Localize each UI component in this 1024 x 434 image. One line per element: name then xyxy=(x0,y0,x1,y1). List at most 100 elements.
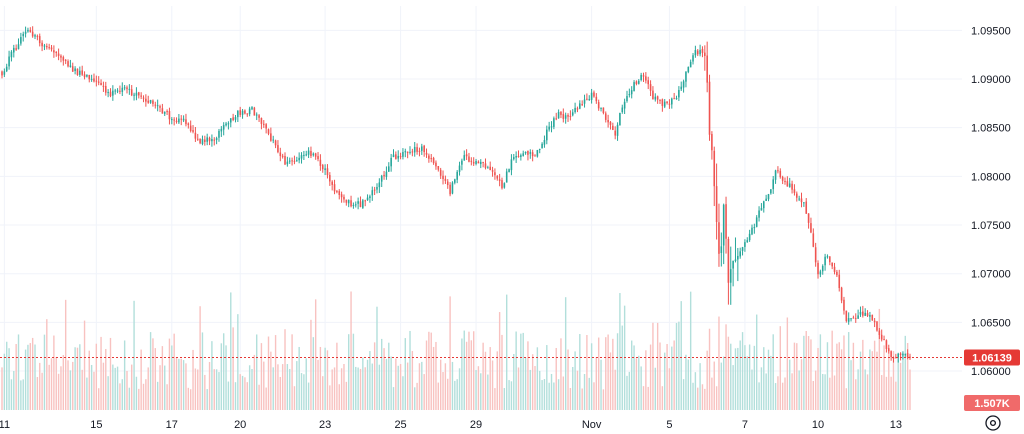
volume-bar xyxy=(539,370,541,410)
candle-body xyxy=(883,339,885,341)
candle-body xyxy=(472,161,475,164)
candle-body xyxy=(288,160,291,162)
candle-body xyxy=(69,65,72,68)
candle-body xyxy=(1,71,3,76)
volume-bar xyxy=(706,350,708,410)
x-tick-label: 25 xyxy=(394,419,406,431)
volume-bar xyxy=(164,365,166,410)
candle-body xyxy=(720,246,723,253)
candle-body xyxy=(192,130,194,132)
volume-bar xyxy=(777,376,779,410)
volume-bar xyxy=(647,386,649,410)
x-tick-label: 29 xyxy=(470,419,482,431)
candle-body xyxy=(706,55,708,83)
candle-body xyxy=(74,68,76,71)
candle-body xyxy=(503,183,506,188)
candle-body xyxy=(791,183,793,190)
candle-body xyxy=(298,157,300,161)
volume-bar xyxy=(579,334,581,410)
candle-body xyxy=(479,161,482,165)
volume-bar xyxy=(173,333,175,410)
volume-bar xyxy=(411,351,414,410)
candle-body xyxy=(734,259,737,262)
candle-body xyxy=(770,189,772,194)
candle-body xyxy=(682,81,685,88)
volume-bar xyxy=(230,292,232,410)
volume-bar xyxy=(534,366,536,410)
volume-bar xyxy=(385,358,388,410)
volume-bar xyxy=(859,351,862,410)
volume-bar xyxy=(428,331,430,410)
candle-body xyxy=(319,159,322,166)
candle-body xyxy=(637,80,640,84)
candle-body xyxy=(451,182,454,194)
volume-bar xyxy=(439,359,442,410)
x-tick-label: 20 xyxy=(234,419,246,431)
volume-bar xyxy=(366,359,369,410)
candle-body xyxy=(729,269,732,283)
candle-body xyxy=(446,181,449,186)
volume-bar xyxy=(109,337,112,410)
candle-body xyxy=(225,123,227,126)
volume-bar xyxy=(588,377,590,410)
volume-bar xyxy=(607,334,609,410)
volume-bar xyxy=(352,333,355,410)
candle-body xyxy=(810,223,812,233)
candle-body xyxy=(494,172,496,176)
candle-body xyxy=(784,181,786,183)
volume-bar xyxy=(770,355,772,410)
price-axis[interactable]: 1.09500 1.09000 1.08500 1.08000 1.07500 1.070… xyxy=(971,25,1011,378)
candle-body xyxy=(255,114,258,116)
settings-gear-icon[interactable] xyxy=(985,415,1001,431)
volume-bar xyxy=(83,320,86,410)
volume-bar xyxy=(24,349,27,410)
candle-body xyxy=(227,123,230,125)
candle-body xyxy=(340,194,343,198)
volume-bar xyxy=(116,366,119,410)
volume-bar xyxy=(350,291,352,410)
candle-body xyxy=(163,111,166,114)
y-tick-label: 1.07500 xyxy=(971,220,1011,232)
candle-body xyxy=(64,59,67,61)
volume-bar xyxy=(722,356,725,410)
candle-body xyxy=(642,75,645,77)
candle-body xyxy=(869,315,871,317)
volume-bar xyxy=(602,389,605,410)
volume-bar xyxy=(293,386,296,410)
candle-body xyxy=(232,117,234,120)
candle-body xyxy=(562,113,565,119)
volume-bar xyxy=(175,356,178,410)
candle-body xyxy=(34,35,36,37)
candle-body xyxy=(234,117,237,120)
candle-body xyxy=(265,124,267,129)
candle-body xyxy=(204,139,206,142)
candle-body xyxy=(284,156,286,165)
candle-body xyxy=(607,119,609,123)
time-axis[interactable]: 11 15 17 20 23 25 29 Nov 5 7 10 13 xyxy=(0,419,902,431)
volume-bar xyxy=(748,344,751,410)
candle-body xyxy=(550,126,553,128)
candle-body xyxy=(329,175,331,182)
volume-bar xyxy=(477,366,480,410)
volume-bar xyxy=(60,366,62,410)
candle-body xyxy=(654,96,657,100)
candle-body xyxy=(569,115,572,117)
candle-body xyxy=(123,87,126,89)
candle-body xyxy=(821,265,824,272)
candle-body xyxy=(670,98,673,105)
candle-body xyxy=(614,130,616,136)
candle-body xyxy=(715,186,718,223)
candle-body xyxy=(100,82,102,86)
volume-bar xyxy=(895,381,897,410)
candlesticks[interactable] xyxy=(1,26,911,363)
candle-body xyxy=(178,118,180,123)
volume-bar xyxy=(67,360,69,410)
volume-bar xyxy=(569,387,572,410)
candle-body xyxy=(258,115,260,118)
candle-body xyxy=(711,134,713,151)
candle-body xyxy=(704,52,706,56)
candle-body xyxy=(312,153,315,156)
candle-body xyxy=(260,118,263,124)
candle-body xyxy=(468,156,470,162)
